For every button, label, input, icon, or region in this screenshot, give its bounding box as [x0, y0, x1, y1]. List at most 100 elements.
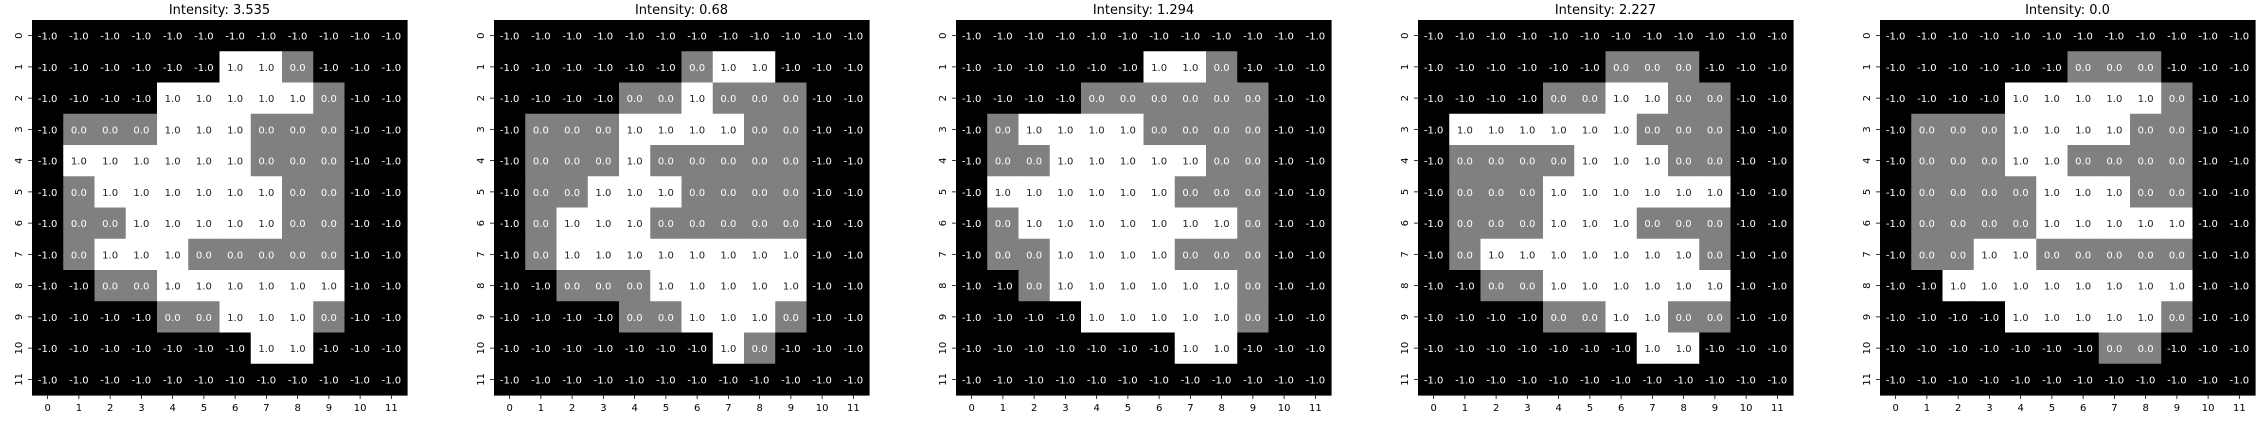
heatmap-panel-4: Intensity: 0.0-1.0 -1.0 -1.0 -1.0 -1.0 -1.0 -1…: [1862, 3, 2256, 414]
cell-value-label: -1.0: [2230, 282, 2250, 293]
cell-value-label: 0.0: [1981, 188, 1997, 199]
cell-value-label: 0.0: [1182, 125, 1198, 136]
heatmap-cell: [2098, 332, 2131, 365]
cell-value-label: -1.0: [562, 344, 582, 355]
heatmap-cell: [219, 270, 252, 302]
cell-value-label: 1.0: [71, 157, 87, 168]
cell-value-label: 0.0: [290, 63, 306, 74]
y-tick-label: 4: [938, 157, 949, 163]
heatmap-cell: [1237, 82, 1270, 115]
cell-value-label: 0.0: [689, 219, 705, 230]
heatmap-cell: [494, 51, 526, 84]
heatmap-cell: [1112, 238, 1145, 271]
cell-value-label: -1.0: [1149, 32, 1169, 43]
cell-value-label: -1.0: [2042, 344, 2062, 355]
cell-value-label: -1.0: [1768, 63, 1788, 74]
cell-value-label: -1.0: [1424, 313, 1444, 324]
heatmap-cell: [2223, 207, 2256, 240]
x-tick-label: 5: [1587, 403, 1593, 414]
cell-value-label: -1.0: [350, 32, 370, 43]
heatmap-cell: [1018, 176, 1051, 209]
x-tick-label: 10: [1278, 403, 1291, 414]
cell-value-label: 1.0: [1457, 125, 1473, 136]
cell-value-label: 1.0: [720, 344, 736, 355]
heatmap-cell: [282, 301, 314, 334]
heatmap-cell: [1268, 301, 1301, 334]
cell-value-label: 1.0: [783, 282, 799, 293]
heatmap-cell: [556, 270, 589, 302]
cell-value-label: -1.0: [2198, 32, 2218, 43]
cell-value-label: -1.0: [100, 63, 120, 74]
heatmap-cell: [2161, 301, 2194, 334]
cell-value-label: 1.0: [196, 157, 212, 168]
x-tick-label: 10: [354, 403, 367, 414]
heatmap-cell: [2192, 176, 2225, 209]
heatmap-cell: [1418, 113, 1450, 146]
cell-value-label: 1.0: [1613, 157, 1629, 168]
cell-value-label: 0.0: [1676, 125, 1692, 136]
heatmap-cell: [987, 332, 1020, 365]
cell-value-label: -1.0: [1948, 32, 1968, 43]
y-tick-label: 0: [1400, 32, 1411, 38]
heatmap-cell: [2067, 332, 2100, 365]
y-tick-label: 1: [1862, 64, 1873, 70]
cell-value-label: -1.0: [1306, 94, 1326, 105]
cell-value-label: -1.0: [1274, 219, 1294, 230]
heatmap-cell: [1299, 20, 1332, 52]
heatmap-cell: [282, 238, 314, 271]
heatmap-cell: [1018, 207, 1051, 240]
heatmap-cell: [987, 20, 1020, 52]
cell-value-label: -1.0: [1643, 375, 1663, 386]
heatmap-cell: [375, 238, 408, 271]
cell-value-label: -1.0: [1118, 375, 1138, 386]
cell-value-label: 1.0: [658, 125, 674, 136]
cell-value-label: -1.0: [1611, 32, 1631, 43]
cell-value-label: 0.0: [1182, 94, 1198, 105]
x-tick-label: 5: [201, 403, 207, 414]
y-tick-label: 10: [1862, 342, 1873, 355]
cell-value-label: 0.0: [1488, 282, 1504, 293]
cell-value-label: 1.0: [2075, 313, 2091, 324]
heatmap-cell: [956, 113, 988, 146]
heatmap-cell: [2067, 145, 2100, 177]
heatmap-cell: [1299, 301, 1332, 334]
cell-value-label: -1.0: [844, 188, 864, 199]
cell-value-label: 1.0: [1089, 313, 1105, 324]
cell-value-label: -1.0: [1917, 32, 1937, 43]
cell-value-label: -1.0: [594, 94, 614, 105]
cell-value-label: -1.0: [1087, 32, 1107, 43]
heatmap-cell: [1049, 270, 1082, 302]
cell-value-label: -1.0: [132, 32, 152, 43]
heatmap-cell: [806, 270, 839, 302]
cell-value-label: 0.0: [2106, 63, 2122, 74]
x-tick-label: 11: [385, 403, 398, 414]
cell-value-label: -1.0: [382, 250, 402, 261]
cell-value-label: 1.0: [720, 313, 736, 324]
heatmap-cell: [2098, 207, 2131, 240]
cell-value-label: -1.0: [100, 313, 120, 324]
heatmap-cell: [712, 301, 745, 334]
cell-value-label: -1.0: [962, 32, 982, 43]
cell-value-label: 0.0: [1676, 219, 1692, 230]
heatmap-cell: [219, 113, 252, 146]
heatmap-cell: [1730, 113, 1763, 146]
cell-value-label: 1.0: [2075, 125, 2091, 136]
heatmap-cell: [1880, 113, 1912, 146]
cell-value-label: -1.0: [962, 250, 982, 261]
cell-value-label: 0.0: [1551, 94, 1567, 105]
heatmap-cell: [681, 51, 714, 84]
cell-value-label: 1.0: [1151, 313, 1167, 324]
heatmap-cell: [1761, 145, 1794, 177]
cell-value-label: 1.0: [1120, 250, 1136, 261]
cell-value-label: -1.0: [2230, 125, 2250, 136]
cell-value-label: -1.0: [781, 375, 801, 386]
heatmap-cell: [1699, 20, 1732, 52]
cell-value-label: -1.0: [1886, 63, 1906, 74]
heatmap-cell: [744, 207, 776, 240]
cell-value-label: 1.0: [689, 313, 705, 324]
heatmap-cell: [2067, 363, 2100, 396]
heatmap-cell: [1268, 270, 1301, 302]
cell-value-label: -1.0: [2167, 32, 2187, 43]
cell-value-label: -1.0: [382, 313, 402, 324]
cell-value-label: -1.0: [1549, 63, 1569, 74]
